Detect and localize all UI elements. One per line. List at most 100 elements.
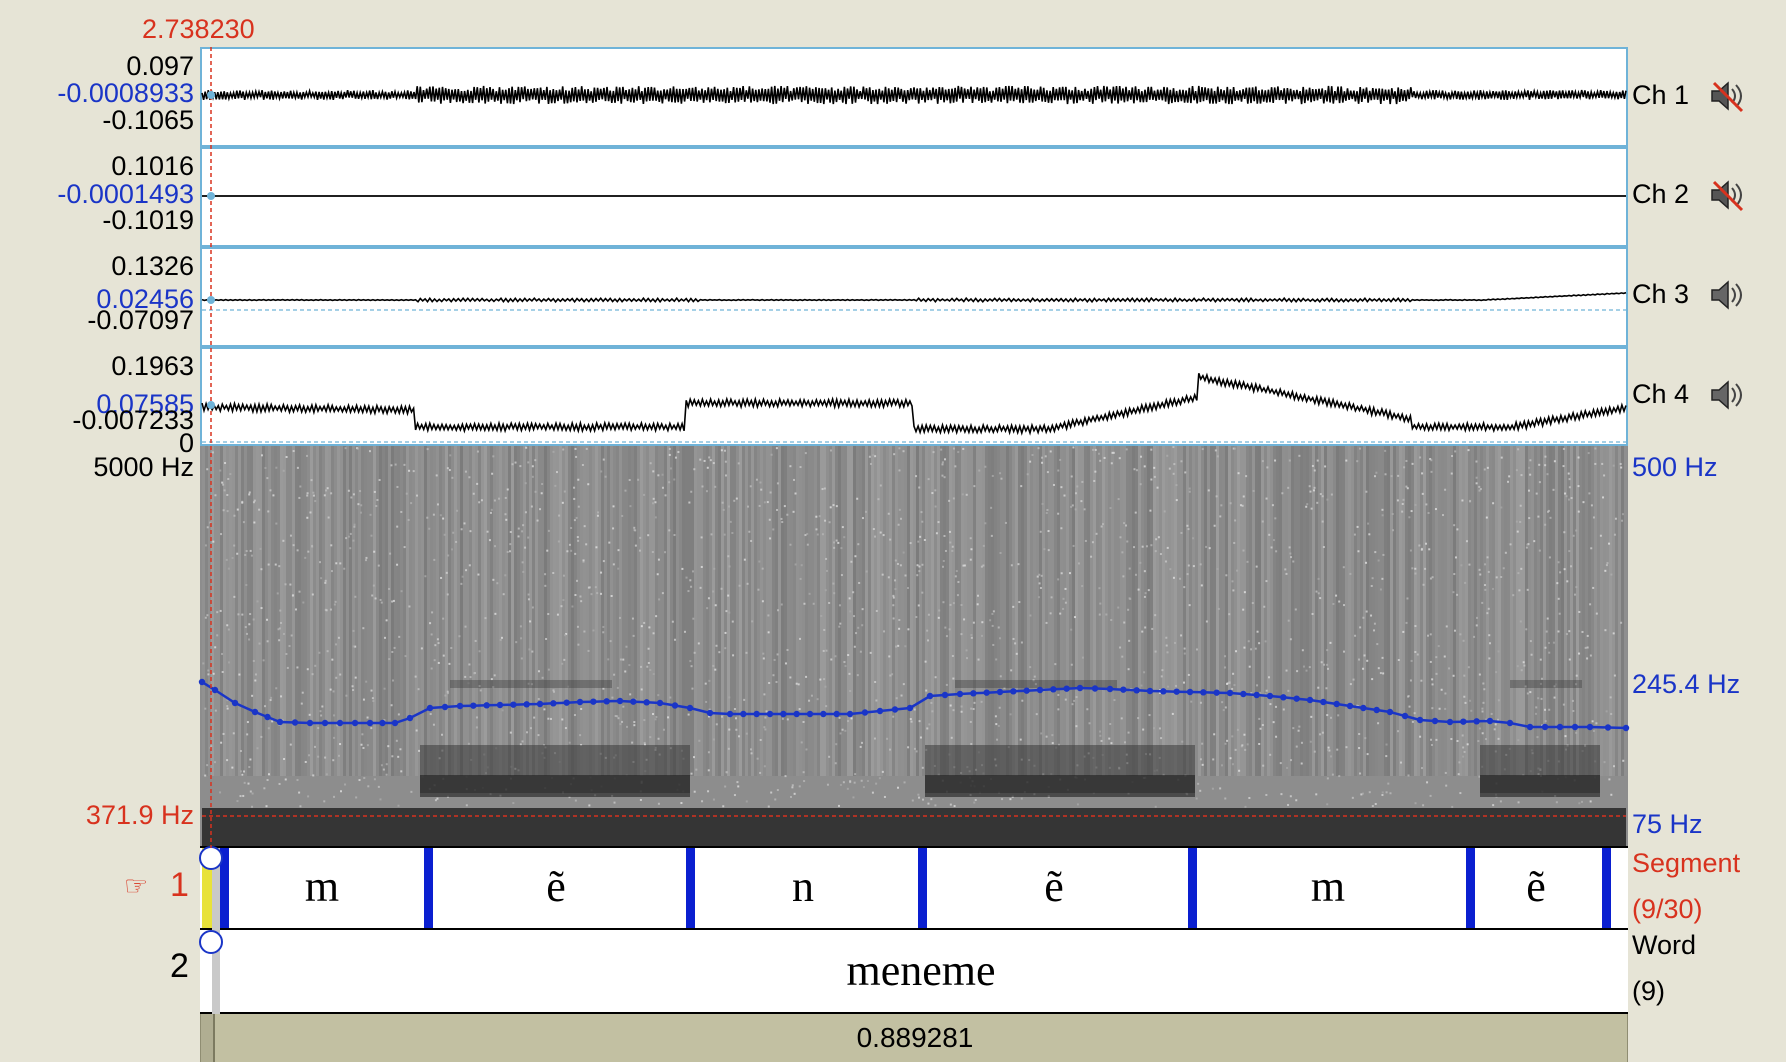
spectrogram-speckle [1479,488,1482,491]
spectrogram-speckle [1236,728,1239,731]
spectrogram-speckle [1296,670,1299,673]
spectrogram-speckle [1052,483,1055,486]
tier-1-segment[interactable]: m ẽ n ẽ m ẽ [200,846,1628,930]
spectrogram-speckle [748,530,751,533]
spectrogram-column [907,446,910,776]
spectrogram-speckle [1224,742,1227,745]
spectrogram-speckle [1520,474,1523,477]
spectrogram-speckle [1175,484,1178,487]
spectrogram-column [379,446,382,776]
spectrogram-speckle [793,792,796,795]
spectrogram-speckle [446,467,449,470]
spectrogram-speckle [886,737,889,740]
spectrogram-speckle [621,720,624,723]
tier-1-number[interactable]: 1 [170,866,189,904]
spectrogram-speckle [1351,796,1354,799]
spectrogram-column [475,446,478,776]
segment-interval[interactable]: m [1310,862,1346,911]
spectrogram-speckle [1519,520,1522,523]
speaker-muted-icon[interactable] [1708,178,1746,212]
spectrogram-speckle [766,501,769,504]
spectrogram-speckle [1336,748,1339,751]
spectrogram-column [1096,446,1099,776]
segment-interval[interactable]: ẽ [1526,862,1546,911]
spectrogram-speckle [1518,589,1521,592]
spectrogram-speckle [307,550,310,553]
spectrogram-speckle [1390,475,1393,478]
spectrogram-speckle [1509,543,1512,546]
spectrogram-speckle [1444,707,1447,710]
spectrogram-speckle [1441,514,1444,517]
spectrogram-speckle [1264,693,1267,696]
duration-bar[interactable]: 0.889281 [200,1014,1628,1062]
spectrogram-speckle [688,501,691,504]
duration-bar-left-stub[interactable] [201,1014,215,1062]
spectrogram-speckle [1450,738,1453,741]
spectrogram-speckle [1567,472,1570,475]
spectrogram-speckle [948,499,951,502]
spectrogram-column [547,446,550,776]
spectrogram-speckle [357,503,360,506]
channel-3-panel[interactable] [200,247,1628,347]
spectrogram-speckle [1158,691,1161,694]
pitch-point [306,719,314,727]
speaker-muted-icon[interactable] [1708,79,1746,113]
spectrogram-speckle [1381,656,1384,659]
spectrogram-speckle [699,586,702,589]
spectrogram-speckle [1437,645,1440,648]
spectrogram-speckle [241,613,244,616]
spectrogram-speckle [1517,448,1520,451]
spectrogram-speckle [745,732,748,735]
spectrogram-speckle [612,505,615,508]
segment-interval[interactable]: ẽ [1044,862,1064,911]
spectrogram-speckle [325,489,328,492]
spectrogram-speckle [687,713,690,716]
spectrogram-speckle [1224,797,1227,800]
spectrogram-speckle [216,611,219,614]
spectrogram-speckle [957,581,960,584]
spectrogram-speckle [1461,499,1464,502]
spectrogram-speckle [1421,492,1424,495]
speaker-icon[interactable] [1708,378,1746,412]
spectrogram-speckle [1516,530,1519,533]
spectrogram-speckle [1231,580,1234,583]
spectrogram-speckle [1241,744,1244,747]
spectrogram-speckle [214,646,217,649]
spectrogram-speckle [1240,745,1243,748]
segment-interval[interactable]: m [304,862,340,911]
segment-interval[interactable]: n [792,862,814,911]
cursor-value-marker [207,192,215,200]
spectrogram-speckle [1331,773,1334,776]
spectrogram-speckle [1454,450,1457,453]
channel-4-panel[interactable] [200,347,1628,446]
spectrogram-speckle [442,517,445,520]
speaker-icon[interactable] [1708,278,1746,312]
spectrogram-column [238,446,241,776]
spectrogram-speckle [253,499,256,502]
spectrogram-speckle [1410,659,1413,662]
segment-interval[interactable]: ẽ [546,862,566,911]
spectrogram-speckle [304,556,307,559]
spectrogram-column [493,446,496,776]
spectrogram-speckle [859,745,862,748]
spectrogram-speckle [337,636,340,639]
spectrogram-speckle [1381,514,1384,517]
spectrogram-speckle [1523,664,1526,667]
spectrogram-speckle [233,514,236,517]
tier-2-number[interactable]: 2 [170,947,189,985]
spectrogram-speckle [1267,676,1270,679]
word-interval[interactable]: meneme [846,946,996,995]
spectrogram-column [985,446,988,776]
spectrogram-speckle [1127,608,1130,611]
spectrogram-speckle [352,645,355,648]
spectrogram-speckle [477,573,480,576]
spectrogram-speckle [1029,460,1032,463]
spectrogram-column [1159,446,1162,776]
ch3-label: Ch 3 [1632,279,1690,309]
spectrogram-speckle [408,469,411,472]
spectrogram-speckle [469,530,472,533]
spectrogram-speckle [407,518,410,521]
tier-2-word[interactable]: meneme [200,930,1628,1014]
channel-2-panel[interactable] [200,147,1628,247]
spectrogram-speckle [283,758,286,761]
